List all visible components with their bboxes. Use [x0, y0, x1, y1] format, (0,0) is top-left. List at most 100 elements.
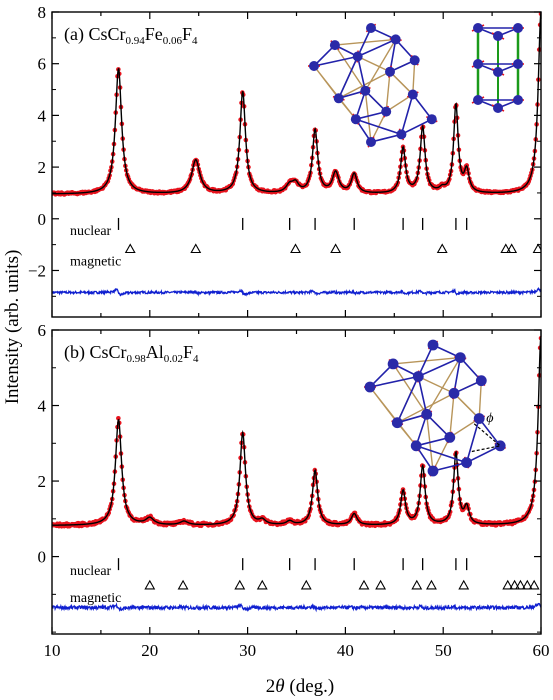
- magnetic-tick: [426, 579, 437, 590]
- nuclear-label: nuclear: [70, 564, 112, 579]
- atom: [448, 387, 460, 399]
- magnetic-reflections: [124, 243, 541, 254]
- atom: [473, 95, 483, 105]
- atom: [350, 114, 361, 125]
- x-tick-label: 10: [44, 641, 61, 660]
- triangle-bond: [337, 53, 367, 100]
- kagome-lattice-with-angle-inset: ϕ: [364, 339, 507, 477]
- atom: [473, 23, 483, 33]
- atom: [333, 93, 344, 104]
- panel-a: −2 0 2 4 6 8 (a) CsCr0.94Fe0.06F4 nuclear magnet…: [28, 3, 542, 318]
- atom: [454, 352, 466, 364]
- atom: [473, 59, 483, 69]
- y-tick-label: 0: [38, 210, 47, 229]
- atom: [444, 431, 456, 443]
- x-tick-label: 30: [239, 641, 256, 660]
- x-tick-label: 60: [533, 641, 550, 660]
- x-tick-label: 20: [141, 641, 158, 660]
- magnetic-tick: [124, 243, 136, 254]
- atom: [513, 23, 523, 33]
- x-axis-title: 2θ (deg.): [266, 676, 334, 697]
- magnetic-tick: [375, 579, 387, 590]
- atom: [366, 137, 376, 147]
- difference-curve: [52, 602, 541, 613]
- x-tick-label: 50: [435, 641, 452, 660]
- observed-series: [52, 335, 541, 529]
- magnetic-tick: [458, 579, 470, 590]
- exchange-bond: [333, 38, 398, 93]
- atom: [381, 106, 392, 117]
- nuclear-label: nuclear: [70, 224, 112, 239]
- atom: [493, 31, 503, 41]
- magnetic-tick: [234, 579, 246, 590]
- atom: [427, 339, 439, 351]
- magnetic-tick: [290, 243, 301, 254]
- atom: [475, 375, 487, 387]
- magnetic-tick: [177, 579, 189, 590]
- y-tick-label: 8: [38, 3, 47, 22]
- triangle-bond: [311, 44, 361, 68]
- exchange-bond: [369, 386, 417, 447]
- nuclear-reflections: [117, 217, 468, 230]
- magnetic-tick: [515, 579, 526, 590]
- magnetic-label: magnetic: [70, 591, 121, 606]
- exchange-bond: [313, 65, 357, 120]
- magnetic-tick: [300, 579, 312, 590]
- atom: [493, 67, 503, 77]
- triangle-bond: [354, 89, 388, 121]
- exchange-bond: [448, 391, 481, 439]
- y-tick-label: 4: [38, 397, 47, 416]
- magnetic-tick: [521, 579, 533, 590]
- triangle-bond: [452, 355, 483, 395]
- magnetic-tick: [190, 243, 202, 254]
- magnetic-tick: [506, 243, 518, 254]
- magnetic-tick: [436, 243, 448, 254]
- x-tick-label: 40: [337, 641, 354, 660]
- magnetic-tick: [256, 579, 268, 590]
- plot-area: [52, 335, 541, 613]
- atom: [409, 55, 420, 66]
- magnetic-tick: [411, 579, 423, 590]
- atom: [513, 95, 523, 105]
- triangle-bond: [414, 412, 452, 447]
- y-tick-label: 6: [38, 55, 47, 74]
- atom: [364, 381, 376, 393]
- panel-title: (a) CsCr0.94Fe0.06F4: [64, 24, 198, 47]
- triangle-bond: [414, 444, 470, 472]
- y-tick-label: 6: [38, 321, 47, 340]
- triangle-bond: [356, 26, 398, 59]
- y-tick-label: 2: [38, 158, 47, 177]
- observed-point: [116, 415, 121, 421]
- phi-annotation: ϕ: [486, 411, 493, 426]
- magnetic-tick: [528, 579, 540, 590]
- calculated-curve: [52, 12, 541, 195]
- triangle-bond: [477, 99, 519, 109]
- atom: [494, 440, 506, 452]
- y-tick-label: 0: [38, 548, 47, 567]
- y-tick-label: 2: [38, 472, 47, 491]
- angle-guide: [470, 423, 502, 453]
- atom: [385, 66, 395, 77]
- atom: [396, 129, 407, 140]
- atom: [493, 103, 503, 113]
- y-tick-label: −2: [28, 261, 46, 280]
- atom: [360, 85, 371, 96]
- triangle-bond: [400, 92, 434, 136]
- atom: [407, 89, 418, 100]
- difference-curve: [52, 286, 541, 297]
- magnetic-tick: [330, 243, 342, 254]
- magnetic-tick: [144, 579, 156, 590]
- atom: [426, 114, 437, 125]
- magnetic-tick: [502, 579, 514, 590]
- triangle-bond: [465, 416, 502, 465]
- magnetic-reflections: [144, 579, 540, 590]
- calculated-curve: [52, 336, 541, 526]
- magnetic-tick: [358, 579, 370, 590]
- atom: [391, 417, 403, 429]
- magnetic-label: magnetic: [70, 255, 121, 270]
- y-tick-label: 4: [38, 106, 47, 125]
- atom: [329, 40, 340, 51]
- triangle-bond: [395, 373, 428, 424]
- triangle-bond: [477, 63, 519, 73]
